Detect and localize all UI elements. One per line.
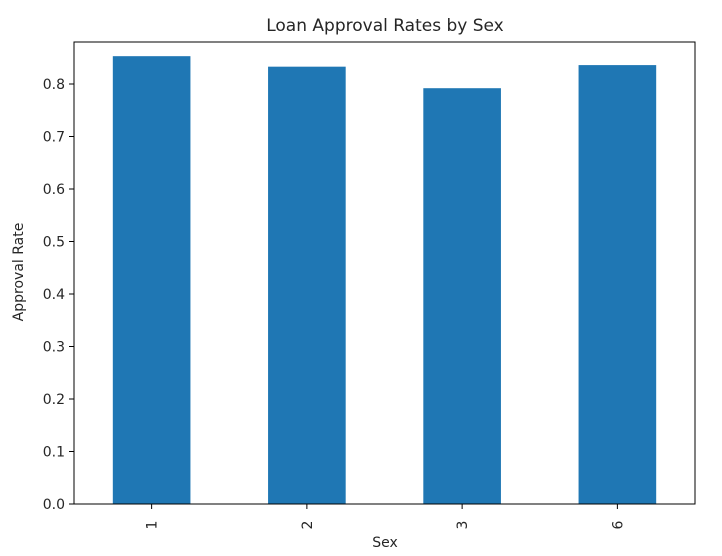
chart-title: Loan Approval Rates by Sex (266, 16, 504, 36)
plot-area: 0.0 0.1 0.2 0.3 0.4 0.5 0.6 0.7 0.8 1 2 3 6 (43, 41, 696, 530)
y-tick-label-6: 0.6 (43, 182, 65, 198)
y-axis: 0.0 0.1 0.2 0.3 0.4 0.5 0.6 0.7 0.8 (43, 77, 74, 513)
y-tick-label-0: 0.0 (43, 497, 65, 513)
bar-3 (423, 88, 501, 504)
y-tick-label-7: 0.7 (43, 130, 65, 146)
y-tick-label-1: 0.1 (43, 445, 65, 461)
y-axis-label: Approval Rate (11, 223, 27, 322)
y-tick-label-8: 0.8 (43, 77, 65, 93)
bars (112, 56, 657, 505)
x-tick-label-3: 3 (455, 521, 471, 530)
x-tick-label-6: 6 (610, 520, 626, 529)
plot-frame (73, 41, 696, 505)
bar-2 (268, 66, 346, 505)
y-tick-label-5: 0.5 (43, 235, 65, 251)
y-tick-label-3: 0.3 (43, 340, 65, 356)
x-axis: 1 2 3 6 (145, 504, 626, 530)
y-tick-label-4: 0.4 (43, 287, 65, 303)
x-tick-label-2: 2 (300, 521, 316, 530)
bar-6 (578, 65, 657, 504)
x-tick-label-1: 1 (145, 521, 161, 530)
bar-1 (112, 56, 191, 505)
x-axis-label: Sex (372, 535, 398, 551)
y-tick-label-2: 0.2 (43, 392, 65, 408)
